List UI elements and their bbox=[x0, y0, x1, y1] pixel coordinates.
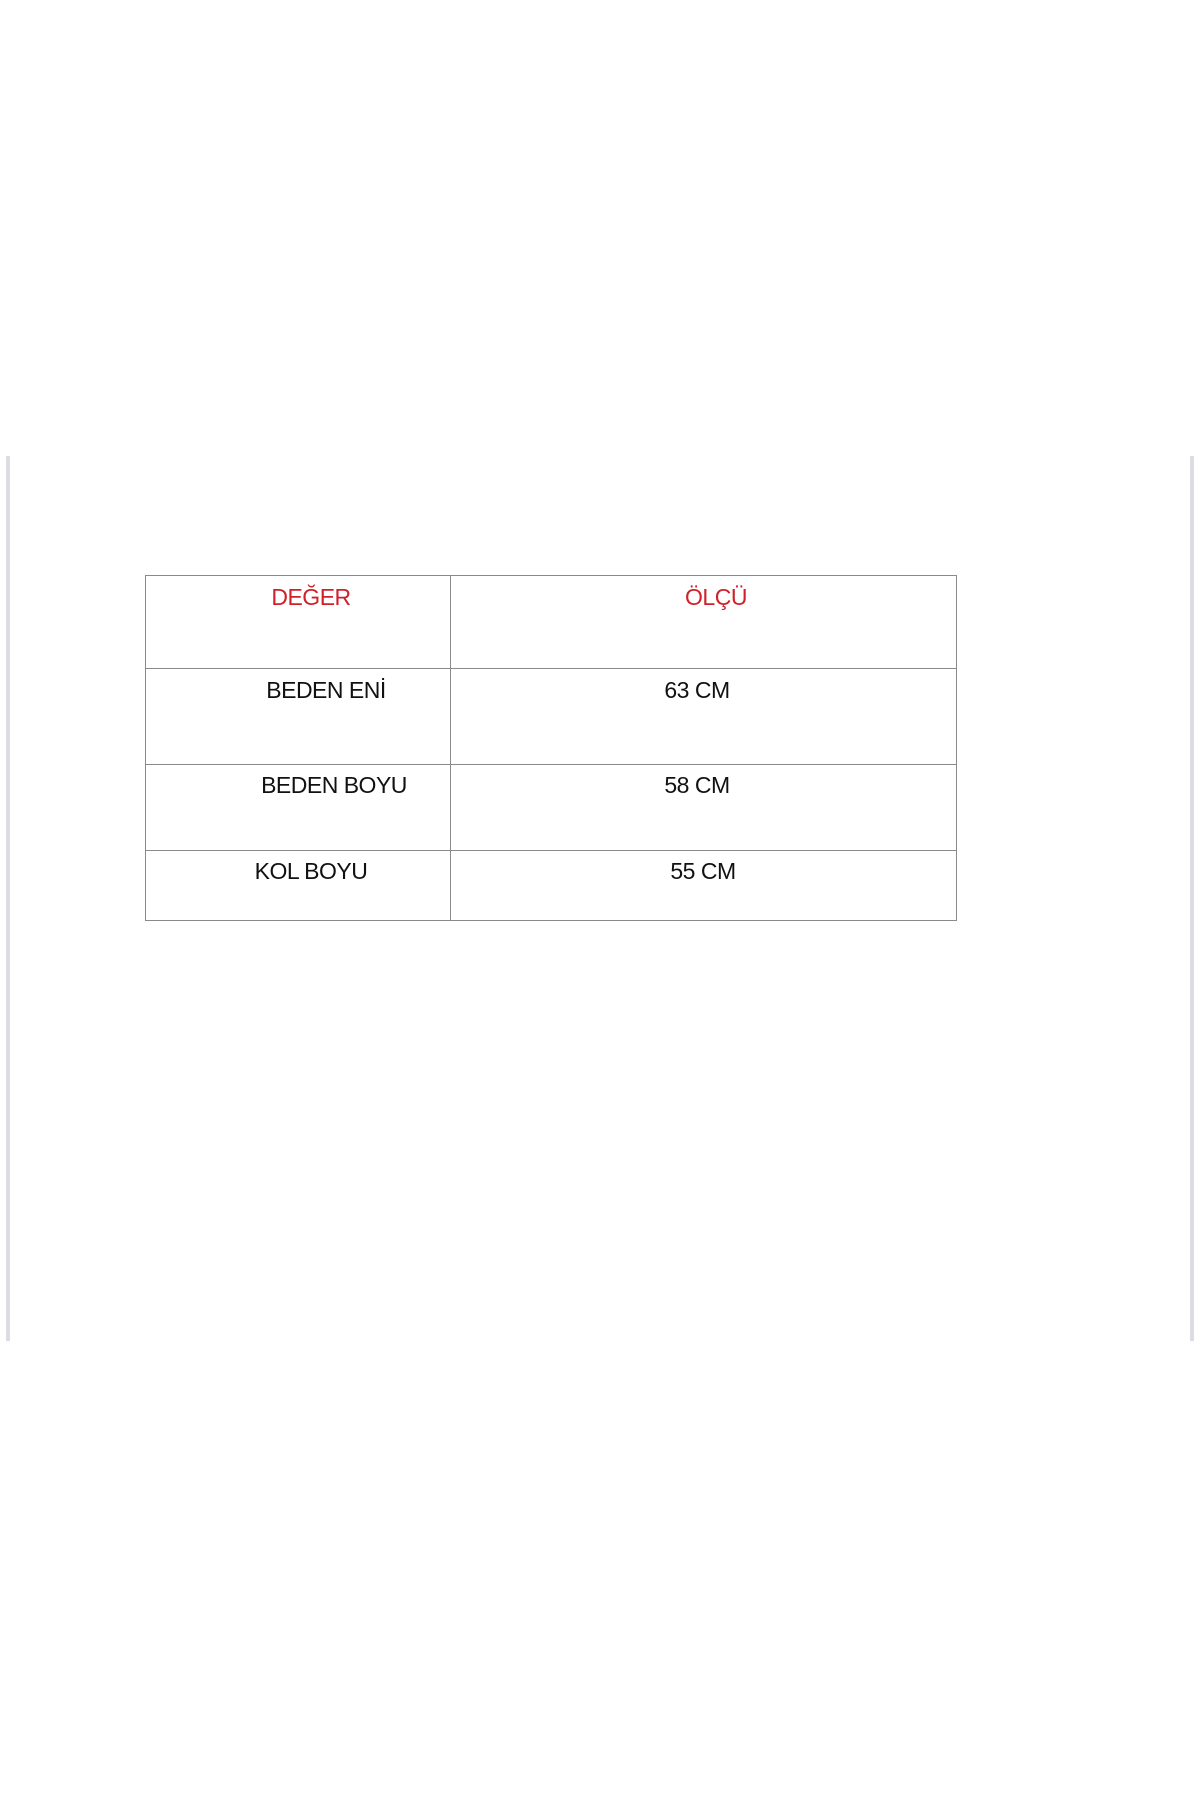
table-cell-value: 58 CM bbox=[664, 772, 730, 798]
row-divider bbox=[146, 668, 956, 669]
table-cell-label: BEDEN ENİ bbox=[266, 677, 386, 703]
page-edge-left bbox=[6, 456, 10, 1341]
header-olcu: ÖLÇÜ bbox=[685, 584, 747, 610]
row-divider bbox=[146, 764, 956, 765]
table-cell-label: KOL BOYU bbox=[254, 858, 368, 884]
column-divider bbox=[450, 576, 451, 920]
row-divider bbox=[146, 850, 956, 851]
table-cell-value: 63 CM bbox=[664, 677, 730, 703]
page-edge-right bbox=[1190, 456, 1194, 1341]
table-cell-label: BEDEN BOYU bbox=[261, 772, 407, 798]
table-cell-value: 55 CM bbox=[670, 858, 736, 884]
header-deger: DEĞER bbox=[271, 584, 351, 610]
size-table: DEĞER ÖLÇÜ BEDEN ENİ 63 CM BEDEN BOYU 58… bbox=[145, 575, 957, 921]
